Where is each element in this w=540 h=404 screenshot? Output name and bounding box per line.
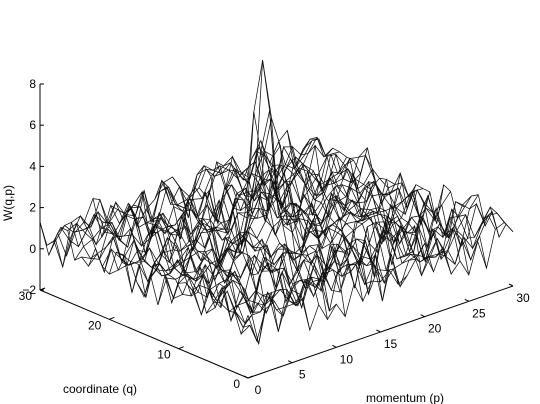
mesh-line-p-6 (92, 198, 302, 315)
p-tick-mark (332, 344, 337, 348)
p-axis-title: momentum (p) (366, 391, 444, 404)
mesh-line-p-25 (260, 140, 470, 275)
q-axis-line (39, 289, 249, 379)
mesh-line-p-7 (101, 201, 311, 331)
mesh-line-p-27 (278, 141, 487, 269)
mesh-line-p-28 (286, 130, 496, 248)
mesh-line-p-26 (269, 145, 479, 262)
p-tick-label: 20 (428, 322, 442, 336)
q-tick-label: 30 (19, 289, 33, 303)
q-axis-title: coordinate (q) (63, 382, 137, 396)
mesh-line-p-29 (295, 136, 505, 239)
q-tick-mark (178, 346, 184, 350)
mesh-line-p-16 (180, 118, 390, 302)
p-tick-mark (376, 329, 381, 333)
mesh-line-p-8 (110, 205, 320, 307)
ticks: −2 0 2 4 6 8 0 10 20 30 0 5 10 15 20 25 30 (19, 77, 530, 397)
mesh-line-p-17 (189, 144, 399, 285)
p-tick-mark (287, 360, 293, 364)
z-axis-title: W(q,p) (1, 185, 15, 221)
z-tick-label: 0 (29, 242, 36, 256)
z-tick-label: 6 (29, 118, 36, 132)
p-tick-mark (243, 375, 249, 379)
p-tick-label: 5 (299, 368, 306, 382)
z-tick-label: 4 (29, 159, 36, 173)
q-tick-mark (109, 316, 115, 320)
p-tick-label: 15 (384, 337, 398, 351)
p-tick-label: 10 (340, 352, 354, 366)
mesh-line-p-15 (172, 60, 381, 282)
q-tick-label: 0 (233, 377, 240, 391)
p-tick-mark (420, 314, 425, 318)
p-tick-mark (508, 283, 514, 287)
z-tick-label: −2 (22, 283, 36, 297)
mesh-line-p-2 (57, 221, 267, 344)
mesh-line-p-5 (83, 210, 293, 332)
p-tick-mark (464, 298, 470, 302)
surface-mesh (39, 60, 514, 346)
q-tick-mark (39, 287, 46, 291)
z-tick-label: 2 (29, 201, 36, 215)
mesh-line-p-9 (119, 204, 328, 320)
q-tick-label: 20 (88, 318, 102, 332)
p-tick-label: 30 (516, 291, 530, 305)
z-tick-label: 8 (29, 77, 36, 91)
mesh-line-p-30 (304, 138, 514, 239)
mesh-line-p-12 (145, 186, 355, 294)
p-tick-label: 0 (255, 383, 262, 397)
q-tick-label: 10 (157, 348, 171, 362)
p-tick-label: 25 (472, 306, 486, 320)
mesh-line-p-24 (251, 146, 461, 262)
q-tick-mark (247, 375, 254, 379)
